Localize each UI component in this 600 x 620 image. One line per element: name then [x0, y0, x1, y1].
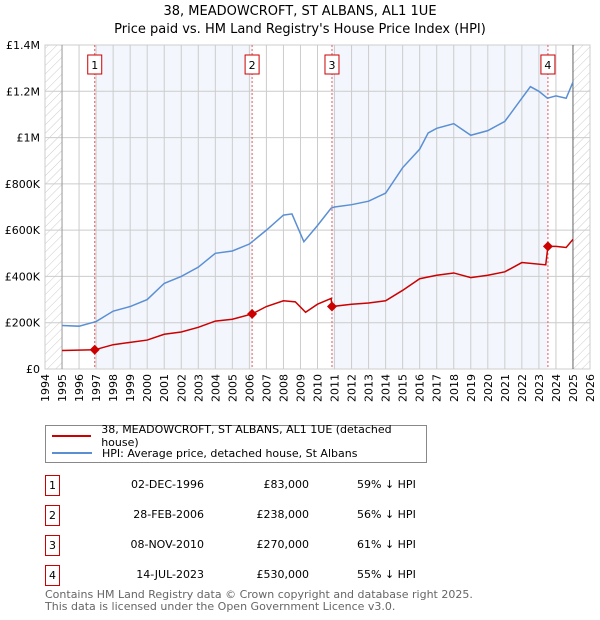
x-tick-label: 2005	[226, 374, 239, 402]
y-tick-label: £0	[26, 363, 40, 376]
sale-number: 1	[45, 475, 60, 496]
x-tick-label: 1997	[90, 374, 103, 402]
x-tick-label: 2002	[175, 374, 188, 402]
footer: Contains HM Land Registry data © Crown c…	[45, 589, 473, 613]
chart-title: 38, MEADOWCROFT, ST ALBANS, AL1 1UE	[163, 4, 437, 19]
price-chart: 1994 1995 1996 1997 1998 1999 2000 2001 2002 2003…	[5, 39, 597, 402]
sale-price: £530,000	[256, 568, 310, 581]
x-tick-label: 2015	[397, 374, 410, 402]
legend-item-hpi: HPI: Average price, detached house, St A…	[52, 445, 357, 461]
x-tick-label: 2025	[567, 374, 580, 402]
x-tick-label: 2018	[448, 374, 461, 402]
sale-marker-label: 2	[249, 59, 256, 72]
x-tick-label: 2014	[380, 374, 393, 402]
x-tick-label: 2010	[312, 374, 325, 402]
y-tick-label: £1M	[17, 132, 41, 145]
sale-price: £83,000	[263, 478, 310, 491]
x-tick-label: 2012	[346, 374, 359, 402]
sale-date: 02-DEC-1996	[130, 478, 204, 491]
blue-line-swatch	[52, 452, 92, 454]
sale-hpi-diff: 56% ↓ HPI	[357, 508, 416, 521]
sale-hpi-diff: 61% ↓ HPI	[357, 538, 416, 551]
sale-marker-box	[540, 54, 556, 75]
sale-point	[247, 308, 258, 319]
x-tick-label: 2021	[499, 374, 512, 402]
sale-hpi-diff: 55% ↓ HPI	[357, 568, 416, 581]
x-tick-label: 2004	[209, 374, 222, 402]
x-tick-label: 2009	[294, 374, 307, 402]
series-line	[62, 81, 574, 327]
table-row: 3 08-NOV-2010 £270,000 61% ↓ HPI	[45, 535, 465, 557]
y-tick-label: £1.2M	[6, 85, 40, 98]
y-tick-label: £600K	[5, 224, 41, 237]
table-row: 1 02-DEC-1996 £83,000 59% ↓ HPI	[45, 475, 465, 497]
legend: 38, MEADOWCROFT, ST ALBANS, AL1 1UE (det…	[45, 423, 427, 463]
ownership-shade	[331, 45, 548, 369]
x-tick-label: 2026	[584, 374, 597, 402]
y-tick-label: £200K	[5, 317, 41, 330]
x-tick-label: 2006	[243, 374, 256, 402]
legend-label: 38, MEADOWCROFT, ST ALBANS, AL1 1UE (det…	[101, 423, 392, 449]
y-tick-label: £800K	[5, 178, 41, 191]
x-tick-label: 2022	[516, 374, 529, 402]
no-data-hatch	[572, 45, 590, 369]
sale-number: 4	[45, 565, 60, 586]
sale-point	[542, 241, 553, 252]
sale-date: 28-FEB-2006	[133, 508, 204, 521]
x-tick-label: 2011	[329, 374, 342, 402]
x-tick-label: 2007	[260, 374, 273, 402]
sale-number: 3	[45, 535, 60, 556]
x-tick-label: 1996	[73, 374, 86, 402]
x-tick-label: 2003	[192, 374, 205, 402]
legend-label: HPI: Average price, detached house, St A…	[102, 446, 358, 460]
footer-line: Contains HM Land Registry data © Crown c…	[45, 588, 473, 601]
sale-price: £270,000	[256, 538, 310, 551]
x-tick-label: 1998	[107, 374, 120, 402]
chart-subtitle: Price paid vs. HM Land Registry's House …	[114, 22, 486, 37]
x-tick-label: 2019	[465, 374, 478, 402]
sale-number: 2	[45, 505, 60, 526]
sale-marker-box	[87, 54, 103, 75]
no-data-hatch	[45, 45, 63, 369]
y-tick-label: £1.4M	[6, 39, 40, 52]
table-row: 2 28-FEB-2006 £238,000 56% ↓ HPI	[45, 505, 465, 527]
x-tick-label: 2023	[533, 374, 546, 402]
x-tick-label: 2016	[414, 374, 427, 402]
x-tick-label: 1994	[39, 374, 52, 402]
sale-marker-label: 3	[328, 59, 335, 72]
sale-marker-box	[324, 54, 340, 75]
y-tick-label: £400K	[5, 270, 41, 283]
x-tick-label: 2000	[141, 374, 154, 402]
x-tick-label: 2020	[482, 374, 495, 402]
x-tick-label: 2008	[277, 374, 290, 402]
sale-marker-box	[244, 54, 260, 75]
sale-point	[326, 301, 337, 312]
footer-line: This data is licensed under the Open Gov…	[45, 600, 396, 613]
x-tick-label: 2013	[363, 374, 376, 402]
sale-price: £238,000	[256, 508, 310, 521]
x-tick-label: 2024	[550, 374, 563, 402]
x-tick-label: 2001	[158, 374, 171, 402]
sale-date: 14-JUL-2023	[136, 568, 204, 581]
x-tick-label: 1995	[56, 374, 69, 402]
legend-item-property: 38, MEADOWCROFT, ST ALBANS, AL1 1UE (det…	[52, 423, 426, 449]
red-line-swatch	[52, 435, 92, 437]
sale-marker-label: 1	[91, 59, 98, 72]
sale-date: 08-NOV-2010	[130, 538, 204, 551]
x-tick-label: 1999	[124, 374, 137, 402]
ownership-shade	[94, 45, 253, 369]
x-tick-label: 2017	[431, 374, 444, 402]
table-row: 4 14-JUL-2023 £530,000 55% ↓ HPI	[45, 565, 465, 587]
sale-hpi-diff: 59% ↓ HPI	[357, 478, 416, 491]
sale-marker-label: 4	[544, 59, 551, 72]
sale-point	[89, 344, 100, 355]
